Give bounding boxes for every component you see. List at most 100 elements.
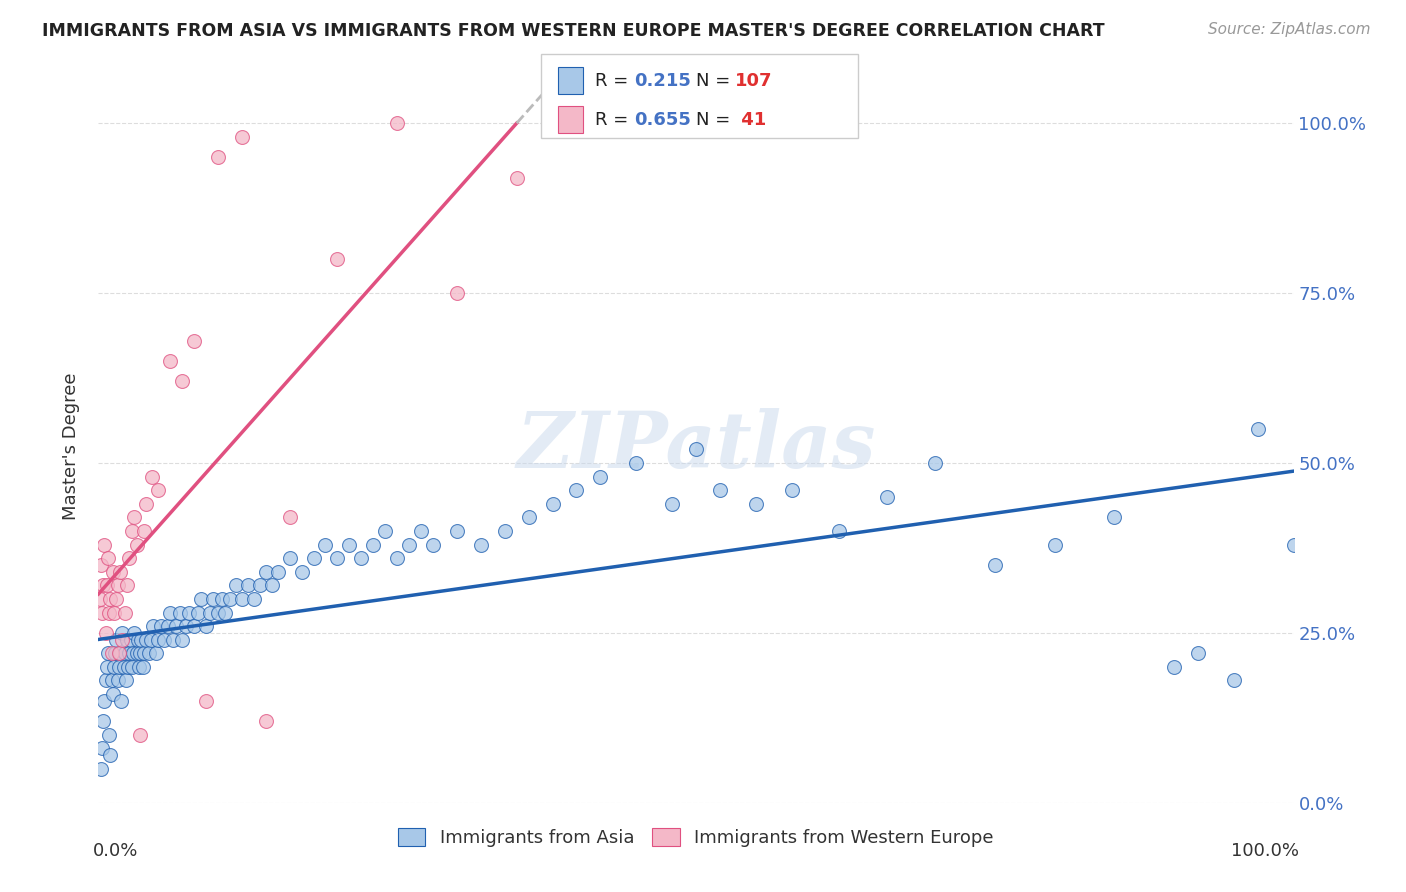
Point — [162, 632, 184, 647]
Text: R =: R = — [595, 71, 634, 89]
Point — [626, 456, 648, 470]
Point — [129, 728, 152, 742]
Point — [114, 606, 136, 620]
Text: 0.215: 0.215 — [634, 71, 690, 89]
Point — [125, 646, 148, 660]
Point — [219, 591, 242, 606]
Point — [107, 578, 129, 592]
Point — [156, 619, 179, 633]
Point — [249, 578, 271, 592]
Legend: Immigrants from Asia, Immigrants from Western Europe: Immigrants from Asia, Immigrants from We… — [391, 821, 1001, 855]
Point — [565, 483, 588, 498]
Point — [108, 646, 131, 660]
Point — [179, 606, 201, 620]
Point — [202, 591, 225, 606]
Point — [101, 687, 124, 701]
Text: N =: N = — [696, 71, 735, 89]
Point — [236, 578, 259, 592]
Point — [422, 537, 444, 551]
Point — [118, 551, 141, 566]
Point — [153, 632, 176, 647]
Point — [89, 591, 111, 606]
Point — [98, 728, 121, 742]
Point — [97, 646, 120, 660]
Point — [398, 537, 420, 551]
Point — [149, 619, 172, 633]
Point — [121, 660, 143, 674]
Point — [135, 497, 157, 511]
Point — [315, 537, 337, 551]
Point — [828, 524, 851, 538]
Point — [709, 483, 731, 498]
Point — [107, 660, 129, 674]
Point — [260, 578, 283, 592]
Point — [195, 694, 218, 708]
Point — [100, 646, 122, 660]
Point — [112, 660, 135, 674]
Point — [94, 626, 117, 640]
Point — [103, 606, 125, 620]
Point — [780, 483, 803, 498]
Point — [124, 510, 146, 524]
Point — [98, 591, 122, 606]
Point — [91, 606, 114, 620]
Point — [745, 497, 768, 511]
Point — [94, 673, 117, 688]
Point — [211, 591, 233, 606]
Point — [148, 632, 170, 647]
Text: 107: 107 — [735, 71, 773, 89]
Point — [254, 714, 277, 729]
Point — [302, 551, 325, 566]
Point — [214, 606, 236, 620]
Point — [139, 632, 162, 647]
Point — [115, 632, 138, 647]
Point — [105, 632, 128, 647]
Point — [103, 660, 125, 674]
Point — [207, 606, 229, 620]
Point — [326, 551, 349, 566]
Point — [90, 558, 112, 572]
Point — [506, 170, 529, 185]
Point — [131, 660, 153, 674]
Point — [117, 660, 139, 674]
Point — [105, 591, 128, 606]
Point — [685, 442, 707, 457]
Point — [326, 252, 349, 266]
Point — [129, 646, 152, 660]
Text: 41: 41 — [735, 111, 766, 128]
Point — [115, 578, 138, 592]
Point — [121, 524, 143, 538]
Point — [118, 646, 141, 660]
Point — [98, 606, 121, 620]
Point — [984, 558, 1007, 572]
Point — [470, 537, 492, 551]
Point — [291, 565, 314, 579]
Point — [1104, 510, 1126, 524]
Point — [127, 632, 149, 647]
Point — [924, 456, 946, 470]
Point — [91, 741, 114, 756]
Point — [120, 632, 142, 647]
Point — [1163, 660, 1185, 674]
Point — [138, 646, 160, 660]
Text: N =: N = — [696, 111, 735, 128]
Point — [1223, 673, 1246, 688]
Point — [101, 565, 124, 579]
Point — [108, 565, 131, 579]
Point — [93, 694, 115, 708]
Point — [385, 116, 409, 130]
Point — [110, 694, 132, 708]
Point — [122, 646, 145, 660]
Point — [98, 748, 122, 763]
Point — [1187, 646, 1209, 660]
Point — [96, 660, 118, 674]
Point — [124, 626, 146, 640]
Point — [159, 606, 181, 620]
Point — [225, 578, 247, 592]
Point — [114, 646, 136, 660]
Point — [876, 490, 898, 504]
Point — [374, 524, 396, 538]
Point — [145, 646, 167, 660]
Point — [385, 551, 409, 566]
Point — [446, 286, 468, 301]
